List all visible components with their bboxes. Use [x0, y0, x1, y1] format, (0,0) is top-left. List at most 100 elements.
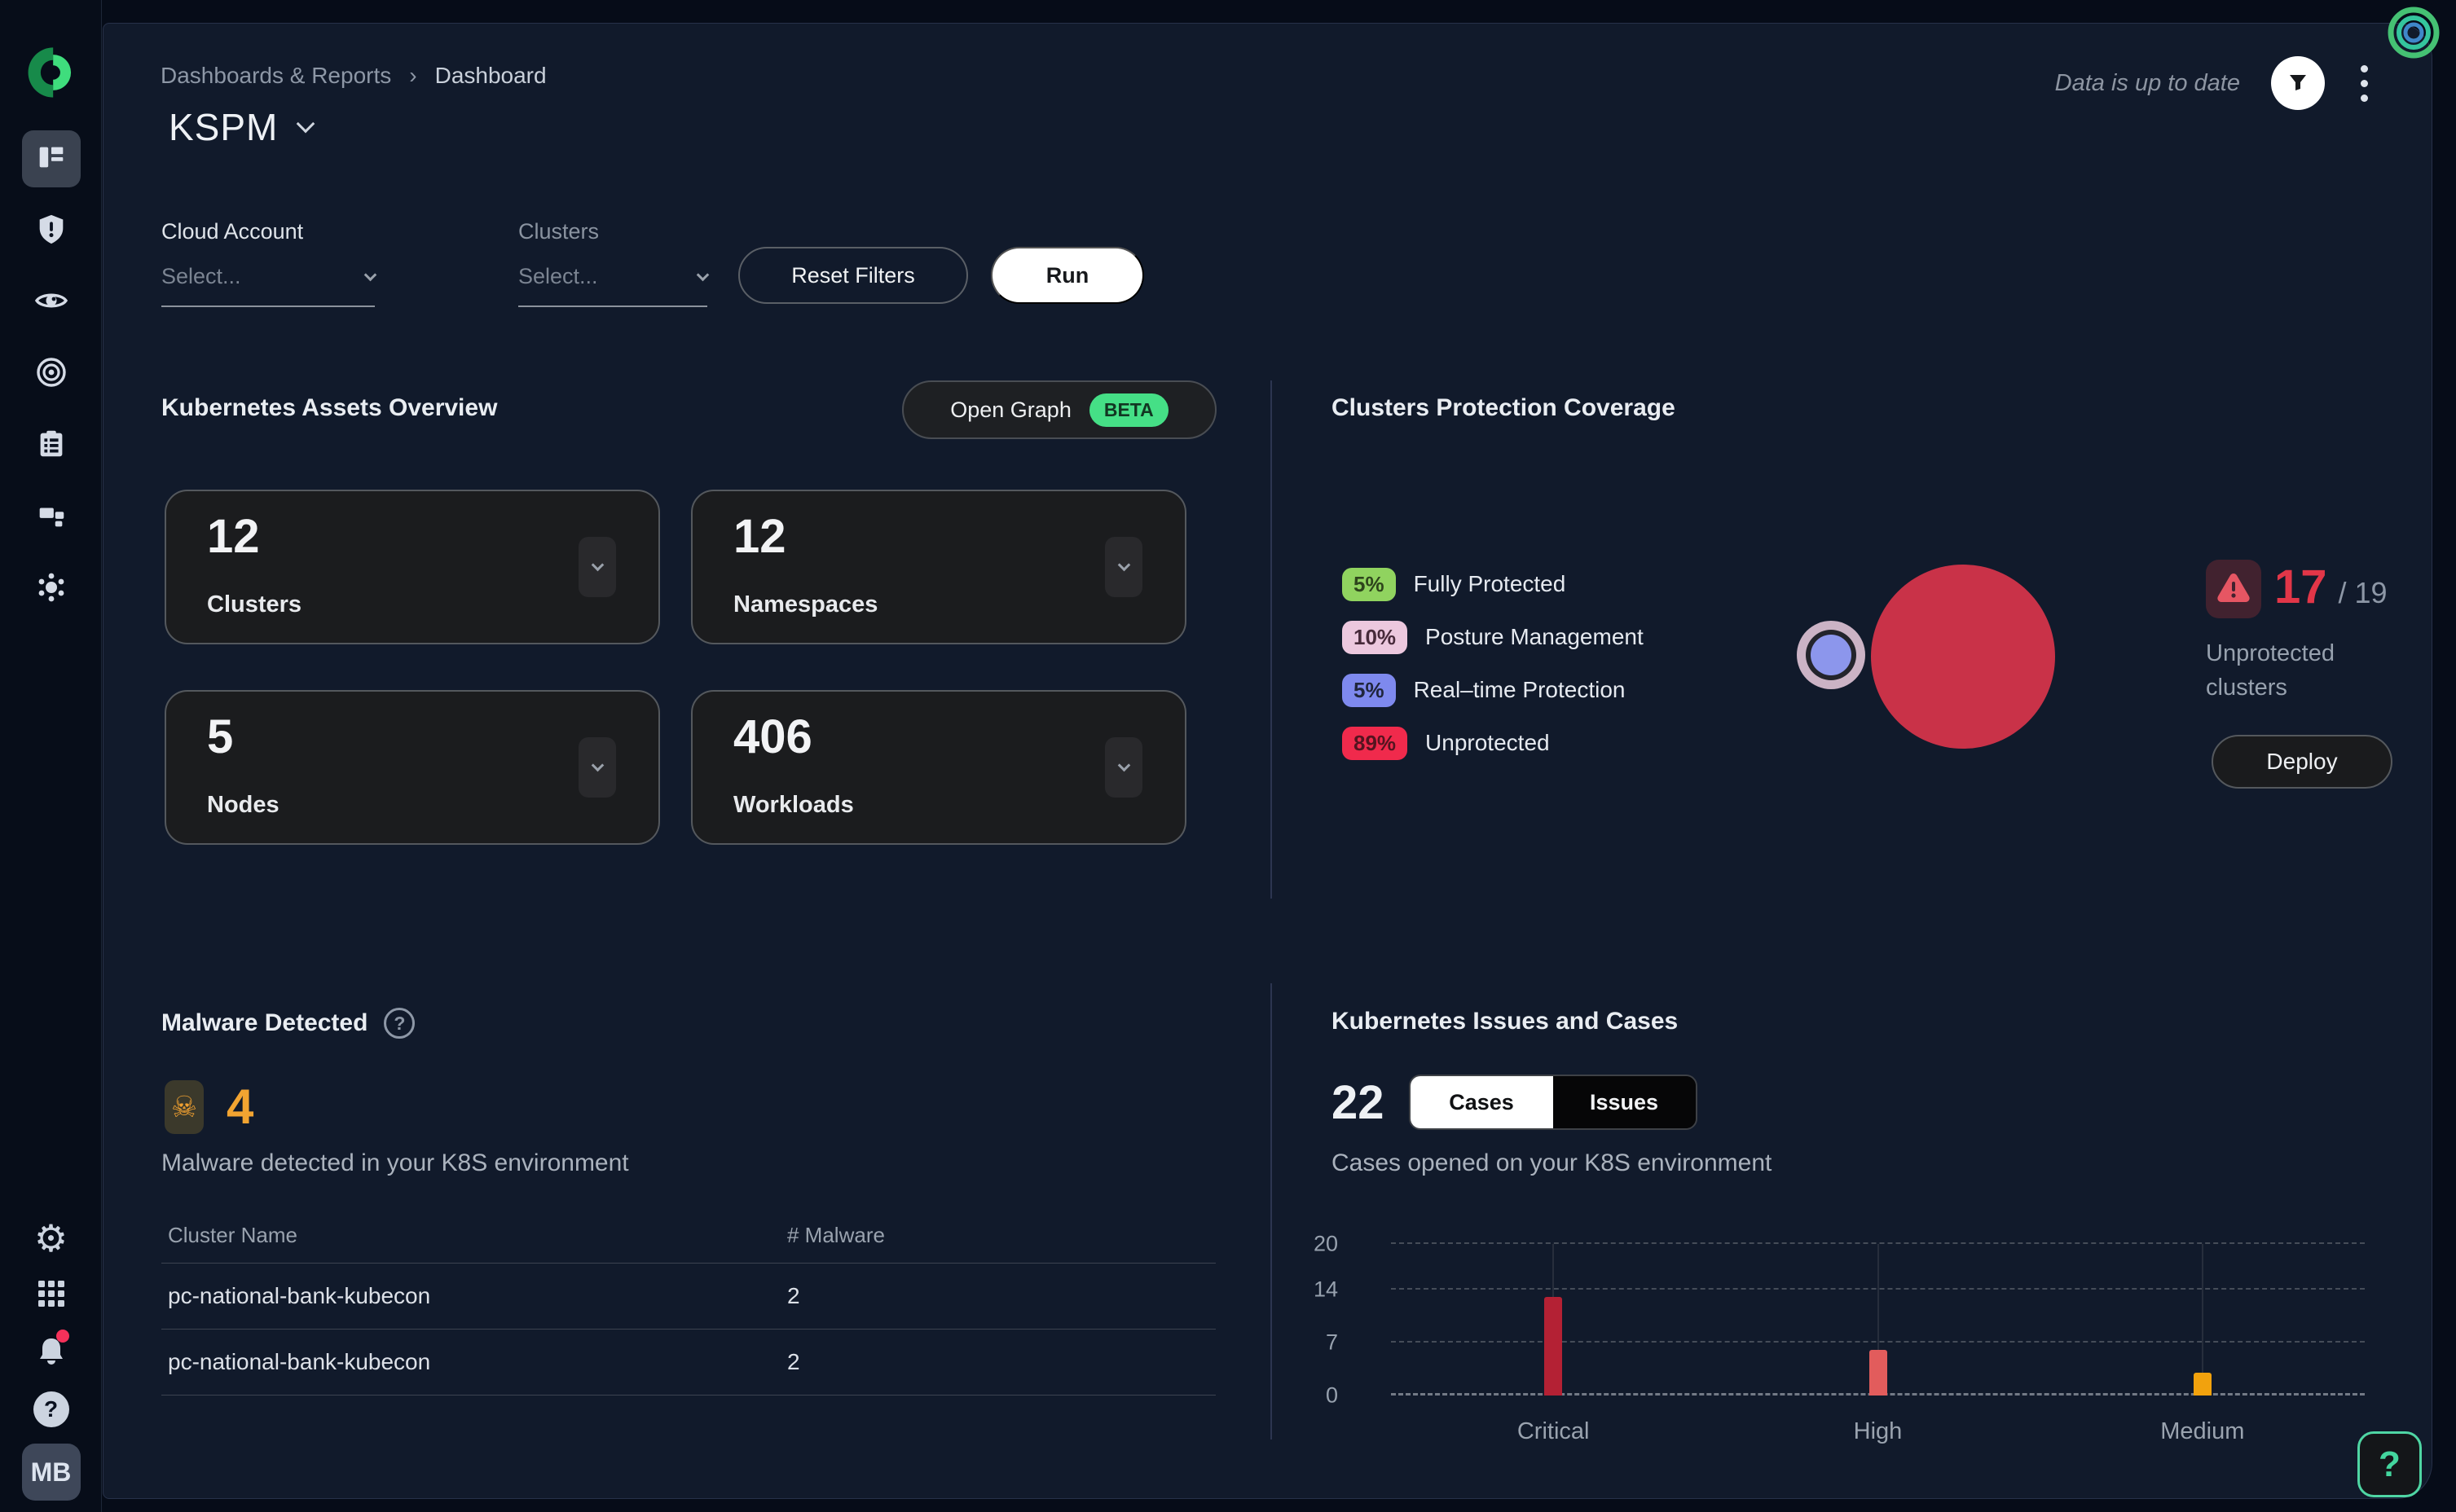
sidebar-item-visibility[interactable] — [22, 274, 81, 331]
legend-item: 5% Fully Protected — [1342, 563, 1644, 605]
section-divider — [1270, 983, 1272, 1439]
bar-high[interactable] — [1868, 1350, 1887, 1396]
legend-pct-badge: 5% — [1342, 673, 1396, 707]
malware-title-row: Malware Detected ? — [161, 1008, 416, 1039]
help-fab-button[interactable]: ? — [2357, 1431, 2422, 1497]
sidebar-item-dashboards[interactable] — [21, 130, 81, 187]
chevron-down-icon — [1117, 558, 1130, 572]
nodes-count: 5 — [207, 710, 234, 763]
kebab-menu-icon[interactable] — [2356, 60, 2373, 107]
cell-cluster-name: pc-national-bank-kubecon — [168, 1283, 431, 1308]
cloud-account-filter: Cloud Account Select... — [161, 219, 377, 307]
chevron-down-icon — [1117, 758, 1130, 772]
avatar[interactable]: MB — [21, 1444, 81, 1501]
cases-issues-toggle: Cases Issues — [1408, 1075, 1697, 1130]
blocks-icon — [34, 499, 68, 537]
main-panel: Dashboards & Reports › Dashboard Data is… — [103, 23, 2432, 1499]
breadcrumb-parent[interactable]: Dashboards & Reports — [161, 63, 392, 88]
legend-item: 89% Unprotected — [1342, 722, 1644, 764]
clusters-placeholder: Select... — [518, 264, 598, 288]
page-title-row[interactable]: KSPM — [169, 105, 315, 149]
shield-alert-icon — [34, 212, 68, 250]
protection-coverage-title: Clusters Protection Coverage — [1331, 394, 1675, 421]
tab-issues[interactable]: Issues — [1552, 1076, 1696, 1128]
namespaces-count: 12 — [733, 510, 786, 563]
clusters-card-label: Clusters — [207, 591, 302, 618]
tab-cases[interactable]: Cases — [1410, 1076, 1553, 1128]
cases-count: 22 — [1331, 1075, 1384, 1129]
unprotected-bubble[interactable] — [1871, 565, 2055, 749]
filter-button[interactable] — [2271, 56, 2325, 110]
card-expand-button[interactable] — [1105, 737, 1142, 798]
severity-chart-ylabels: 0 7 14 20 — [1289, 1232, 1338, 1408]
help-icon: ? — [33, 1391, 69, 1427]
card-expand-button[interactable] — [1105, 537, 1142, 597]
namespaces-card[interactable]: 12 Namespaces — [691, 490, 1186, 644]
cloud-account-label: Cloud Account — [161, 219, 304, 244]
sidebar-item-help[interactable]: ? — [22, 1387, 81, 1432]
cell-malware-count: 2 — [787, 1283, 800, 1308]
workloads-card[interactable]: 406 Workloads — [691, 690, 1186, 845]
bar-critical[interactable] — [1544, 1297, 1563, 1396]
legend-label: Real–time Protection — [1413, 677, 1626, 702]
sidebar-item-detections[interactable] — [22, 345, 81, 402]
issues-stat-row: 22 Cases Issues — [1331, 1075, 1697, 1130]
sidebar-item-network[interactable] — [22, 560, 81, 618]
deploy-button[interactable]: Deploy — [2212, 735, 2392, 789]
malware-title: Malware Detected — [161, 1009, 368, 1036]
y-tick-label: 0 — [1325, 1382, 1338, 1408]
malware-table: Cluster Name # Malware pc-national-bank-… — [161, 1215, 1216, 1396]
clipboard-icon — [34, 427, 68, 465]
run-button[interactable]: Run — [991, 247, 1144, 304]
card-expand-button[interactable] — [579, 537, 616, 597]
cell-cluster-name: pc-national-bank-kubecon — [168, 1349, 431, 1374]
protected-bubble[interactable] — [1797, 621, 1865, 689]
open-graph-button[interactable]: Open Graph BETA — [902, 380, 1217, 439]
reset-filters-button[interactable]: Reset Filters — [738, 247, 968, 304]
app-logo-icon[interactable] — [23, 44, 80, 101]
bar-medium[interactable] — [2193, 1373, 2212, 1396]
table-row[interactable]: pc-national-bank-kubecon 2 — [161, 1330, 1216, 1396]
legend-item: 5% Real–time Protection — [1342, 669, 1644, 711]
nodes-card-label: Nodes — [207, 792, 279, 818]
sidebar-item-risks[interactable] — [22, 202, 81, 259]
clusters-total: / 19 — [2338, 576, 2388, 609]
workloads-card-label: Workloads — [733, 792, 854, 818]
workloads-count: 406 — [733, 710, 812, 763]
malware-stat: ☠ 4 — [165, 1079, 253, 1135]
beta-badge: BETA — [1089, 393, 1169, 427]
assets-overview-title: Kubernetes Assets Overview — [161, 394, 498, 421]
cloud-account-select[interactable]: Select... — [161, 264, 377, 307]
legend-pct-badge: 5% — [1342, 567, 1396, 601]
clusters-label: Clusters — [518, 219, 600, 244]
sidebar: ⚙ ? MB — [0, 0, 102, 1512]
dashboard-icon — [34, 140, 68, 178]
recorder-rings-icon[interactable] — [2384, 3, 2443, 62]
gridline — [1391, 1242, 2365, 1244]
clusters-filter: Clusters Select... — [518, 219, 710, 307]
sidebar-nav — [0, 130, 102, 618]
clusters-select[interactable]: Select... — [518, 264, 710, 307]
sidebar-item-notifications[interactable] — [22, 1330, 81, 1375]
sidebar-item-apps[interactable] — [22, 1272, 81, 1318]
clusters-card[interactable]: 12 Clusters — [165, 490, 660, 644]
bell-icon — [33, 1333, 69, 1373]
unprotected-caption: Unprotected clusters — [2206, 640, 2335, 701]
bar-anchor-line — [2201, 1244, 2203, 1396]
legend-label: Unprotected — [1425, 730, 1550, 755]
sidebar-item-settings[interactable]: ⚙ — [22, 1215, 81, 1261]
sidebar-item-inventory[interactable] — [22, 489, 81, 546]
issues-cases-title: Kubernetes Issues and Cases — [1331, 1008, 1679, 1035]
sidebar-item-reports[interactable] — [22, 417, 81, 474]
y-tick-label: 20 — [1313, 1231, 1338, 1256]
severity-chart-xlabels: Critical High Medium — [1391, 1418, 2365, 1453]
nodes-card[interactable]: 5 Nodes — [165, 690, 660, 845]
unprotected-count: 17 — [2274, 560, 2327, 613]
x-tick-label: Medium — [2160, 1418, 2245, 1444]
skull-badge: ☠ — [165, 1079, 204, 1134]
table-row[interactable]: pc-national-bank-kubecon 2 — [161, 1264, 1216, 1330]
card-expand-button[interactable] — [579, 737, 616, 798]
help-circle-icon[interactable]: ? — [384, 1008, 416, 1039]
cloud-account-placeholder: Select... — [161, 264, 241, 288]
x-tick-label: High — [1853, 1418, 1903, 1444]
